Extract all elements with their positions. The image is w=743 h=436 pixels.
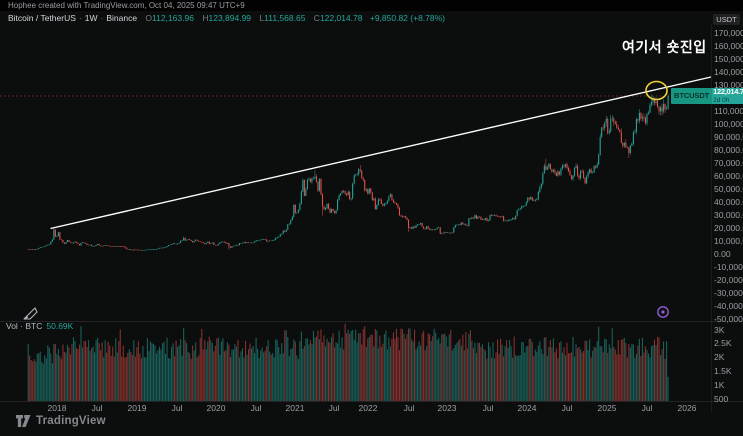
last-price-label[interactable]: BTCUSDT 122,014.78 2d 0h (671, 88, 743, 104)
price-tick-label: 0.00 (714, 249, 731, 260)
time-tick-label: 2023 (437, 403, 457, 413)
time-tick-label: 2019 (127, 403, 147, 413)
price-tick-label: 100,000.00 (714, 119, 743, 130)
candle-bodies-down (29, 99, 666, 251)
volume-tick-label: 2.5K (714, 338, 732, 349)
drawing-cursor-icon[interactable] (21, 305, 41, 327)
tradingview-logo[interactable]: TradingView (16, 414, 106, 428)
price-tick-label: 70,000.00 (714, 158, 743, 169)
legend-interval: 1W (84, 13, 98, 23)
legend-separator: · (100, 13, 104, 23)
time-tick-label: Jul (641, 403, 653, 413)
ohlc-close-label: C (313, 13, 320, 23)
price-tick-label: 60,000.00 (714, 171, 743, 182)
volume-tick-label: 1.5K (714, 365, 732, 376)
legend-separator: · (78, 13, 82, 23)
short-entry-annotation[interactable]: 여기서 숏진입 (622, 39, 707, 55)
time-tick-label: 2021 (285, 403, 305, 413)
attribution-bar: Hophee created with TradingView.com, Oct… (0, 0, 743, 11)
tradingview-logo-text: TradingView (36, 415, 106, 427)
time-tick-label: 2025 (597, 403, 617, 413)
price-label-symbol: BTCUSDT (671, 88, 713, 104)
volume-marker-icon[interactable] (655, 304, 671, 325)
price-tick-label: -30,000.00 (714, 288, 743, 299)
ohlc-open-value: 112,163.96 (152, 13, 194, 23)
volume-bars-up (27, 326, 669, 401)
ohlc-low-label: L (259, 13, 265, 23)
bar-countdown: 2d 0h (713, 96, 730, 104)
volume-legend[interactable]: Vol · BTC 50.69K (6, 321, 73, 331)
ohlc-low-value: 111,568.65 (264, 13, 306, 23)
time-tick-label: Jul (403, 403, 415, 413)
pane-separator[interactable] (0, 321, 743, 322)
price-tick-label: -10,000.00 (714, 262, 743, 273)
symbol-legend[interactable]: Bitcoin / TetherUS · 1W · Binance O112,163.9… (8, 13, 445, 23)
time-tick-label: 2022 (358, 403, 378, 413)
price-label-value: 122,014.78 (713, 88, 743, 96)
time-tick-label: Jul (561, 403, 573, 413)
time-tick-label: 2018 (47, 403, 67, 413)
price-tick-label: -20,000.00 (714, 275, 743, 286)
price-tick-label: 160,000.00 (714, 41, 743, 52)
time-tick-label: 2024 (517, 403, 537, 413)
price-tick-label: 50,000.00 (714, 184, 743, 195)
trendline-drawing[interactable] (50, 76, 712, 230)
circle-annotation[interactable] (645, 80, 668, 101)
price-tick-label: 10,000.00 (714, 236, 743, 247)
price-scale-border (711, 25, 712, 412)
price-tick-label: 140,000.00 (714, 67, 743, 78)
time-tick-label: Jul (482, 403, 494, 413)
legend-symbol: Bitcoin / TetherUS (8, 13, 76, 23)
price-tick-label: 130,000.00 (714, 80, 743, 91)
price-tick-label: 30,000.00 (714, 210, 743, 221)
price-tick-label: 80,000.00 (714, 145, 743, 156)
candle-bodies-up (27, 96, 669, 251)
time-tick-label: Jul (250, 403, 262, 413)
time-tick-label: Jul (171, 403, 183, 413)
time-tick-label: Jul (91, 403, 103, 413)
legend-exchange: Binance (106, 13, 138, 23)
ohlc-close-value: 122,014.78 (319, 13, 363, 23)
time-tick-label: 2026 (677, 403, 697, 413)
price-tick-label: 150,000.00 (714, 54, 743, 65)
volume-legend-value: 50.69K (46, 321, 74, 331)
time-tick-label: Jul (328, 403, 340, 413)
currency-chip[interactable]: USDT (713, 14, 740, 25)
ohlc-high-label: H (202, 13, 209, 23)
ohlc-high-value: 123,894.99 (208, 13, 252, 23)
volume-tick-label: 500 (714, 393, 729, 404)
price-tick-label: 20,000.00 (714, 223, 743, 234)
price-tick-label: 90,000.00 (714, 132, 743, 143)
volume-tick-label: 2K (714, 352, 725, 363)
ohlc-open-label: O (145, 13, 153, 23)
time-tick-label: 2020 (206, 403, 226, 413)
price-tick-label: 40,000.00 (714, 197, 743, 208)
volume-tick-label: 3K (714, 324, 725, 335)
price-tick-label: -40,000.00 (714, 301, 743, 312)
ohlc-change-value: +9,850.82 (+8.78%) (369, 13, 445, 23)
price-tick-label: 110,000.00 (714, 106, 743, 117)
candle-wicks-up (27, 93, 669, 251)
volume-legend-title: Vol · BTC (6, 321, 43, 331)
price-tick-label: 170,000.00 (714, 28, 743, 39)
volume-tick-label: 1K (714, 379, 725, 390)
tradingview-logo-mark (16, 415, 31, 427)
time-axis-separator (0, 401, 743, 402)
price-tick-label: -50,000.00 (714, 314, 743, 325)
volume-bars-down (29, 323, 666, 401)
